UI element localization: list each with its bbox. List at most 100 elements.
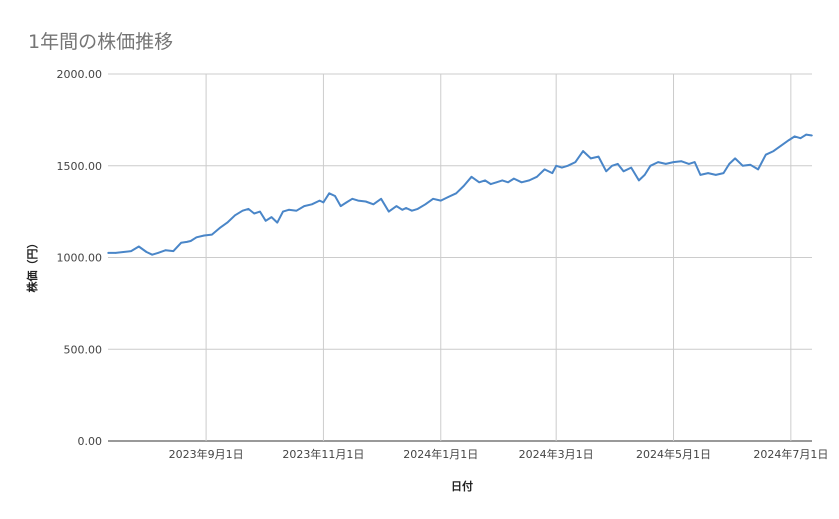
tick-labels: 0.00 500.00 1000.00 1500.00 2000.00 2023年9月1日… [57,68,829,461]
data-point [507,181,509,184]
data-point [643,174,646,176]
data-point [455,192,457,195]
y-tick-label: 500.00 [64,343,103,356]
data-point [574,161,577,163]
data-point [757,168,759,171]
y-tick-label: 2000.00 [57,68,103,81]
data-point [470,175,473,178]
data-point [788,139,790,141]
data-point [282,210,284,213]
data-point [611,164,613,167]
data-point [424,203,427,206]
data-point [322,201,325,204]
data-point [566,164,569,167]
data-point [364,200,367,203]
y-axis-label: 株価（円） [25,238,39,293]
data-point [253,212,255,215]
data-point [195,236,198,239]
data-point [328,192,331,195]
data-point [180,242,182,244]
data-point [189,240,192,242]
data-point [357,199,359,202]
data-point [395,205,398,207]
y-tick-label: 1500.00 [57,160,103,173]
data-point [605,170,607,173]
data-point [432,197,434,200]
data-point [495,181,498,184]
data-point [780,144,783,147]
data-point [582,150,584,152]
data-point [247,208,250,210]
data-point [741,164,744,167]
data-point [295,209,298,212]
data-point [334,195,336,197]
data-point [218,227,221,229]
data-point [489,183,492,185]
data-point [555,164,557,167]
data-point [597,155,600,158]
data-point [793,135,796,138]
x-tick-label: 2024年7月1日 [753,447,828,461]
data-point [638,179,640,182]
grid [108,73,812,442]
data-point [164,249,167,251]
data-point [137,245,140,248]
data-point [513,177,515,180]
data-point [234,214,236,217]
x-tick-label: 2024年1月1日 [403,447,478,461]
data-point [722,172,725,174]
data-point [799,137,802,140]
data-point [339,205,342,207]
data-point [649,164,652,167]
y-tick-label: 1000.00 [57,252,103,265]
data-point [311,203,313,206]
data-point [447,196,450,198]
data-point [372,203,375,206]
data-point [186,241,188,243]
data-point [749,164,752,166]
x-axis-label: 日付 [451,479,473,493]
data-point [520,181,523,184]
data-point [699,174,702,176]
chart-title: 1年間の株価推移 [28,31,174,53]
data-point [715,174,717,176]
data-point [811,134,813,137]
x-tick-label: 2023年9月1日 [169,447,244,461]
data-point [303,205,305,207]
data-point [688,163,690,165]
data-point [288,208,290,211]
y-tick-label: 0.00 [78,435,103,448]
data-point [203,234,205,237]
data-point [439,199,442,202]
data-point [276,221,279,224]
data-point [551,172,554,174]
series-layer [107,133,813,256]
data-point [528,179,531,182]
data-point [401,208,404,211]
data-point [345,201,348,204]
data-point [380,197,382,200]
data-point [805,133,808,136]
data-point [536,175,538,178]
data-point [693,161,696,163]
data-point [589,157,592,160]
data-point [172,250,175,252]
data-point [151,253,154,256]
data-point [405,207,407,209]
data-point [616,163,619,165]
data-point [411,209,413,212]
data-point [107,252,109,254]
data-point [351,197,354,200]
data-point [318,199,321,202]
data-point [211,233,213,236]
data-point [226,221,229,224]
data-point [130,250,132,252]
data-point [680,160,683,162]
data-point [484,179,486,182]
data-point [707,172,709,174]
data-point [463,185,465,187]
data-point [734,157,736,160]
series-line [108,133,813,256]
data-point [145,251,148,253]
